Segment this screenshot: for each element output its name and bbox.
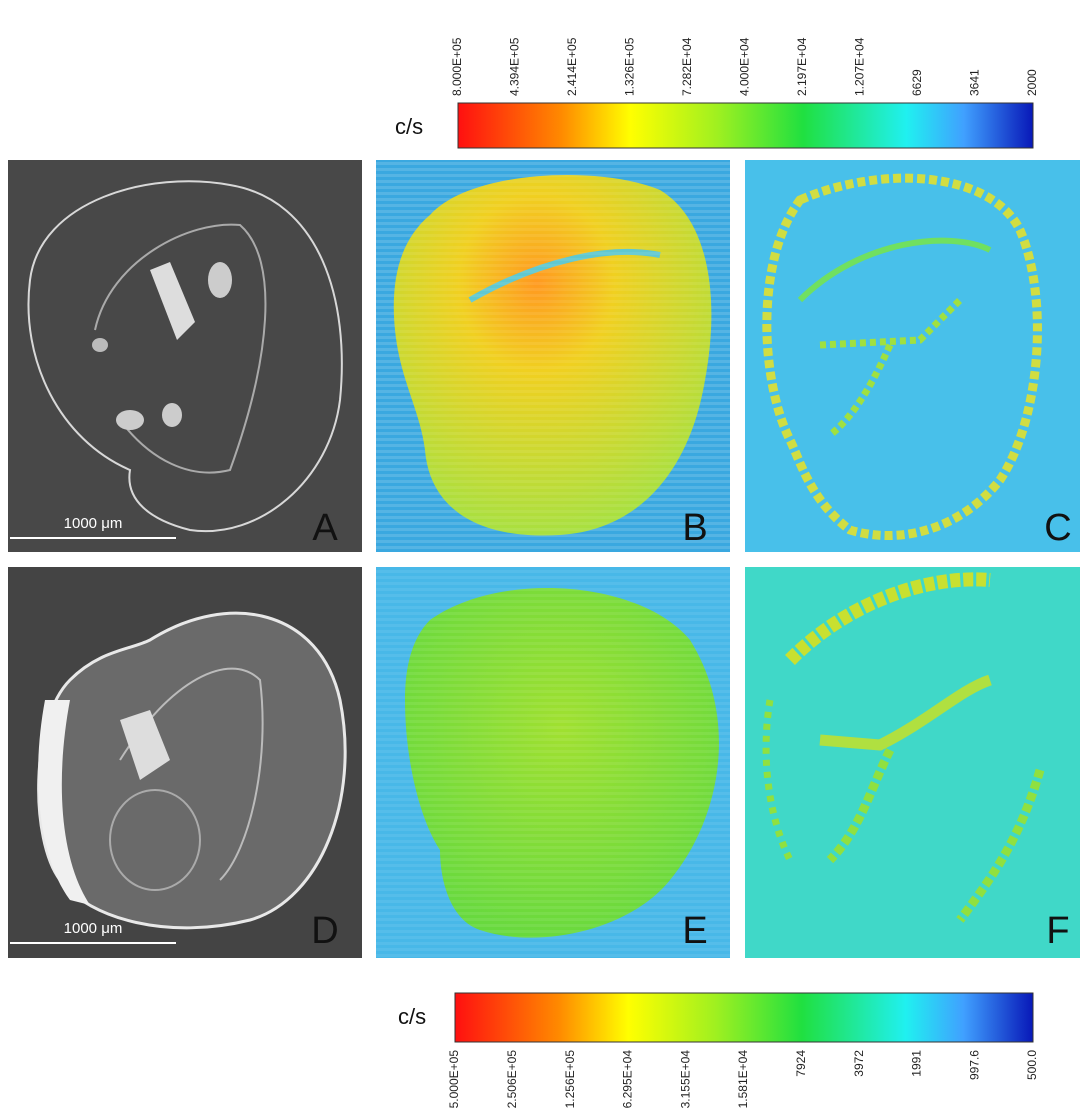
colorbar-tick-label: 3.155E+04 (678, 1050, 692, 1109)
panel-label: B (682, 507, 707, 549)
panel-f: F (745, 567, 1080, 958)
colorbar-tick-label: 4.000E+04 (738, 37, 752, 96)
panel-c: C (745, 160, 1080, 552)
panel-e: E (376, 567, 730, 958)
colorbar-tick-label: 2.414E+05 (565, 37, 579, 96)
colorbar-tick-label: 8.000E+05 (450, 37, 464, 96)
page: {"colorbars": [ {"unit": "c/s", "ticks":… (0, 0, 1084, 1113)
colorbar-tick-label: 1.581E+04 (736, 1050, 750, 1109)
panel-a: 1000 μm A (8, 160, 362, 552)
colorbar-tick-label: 2000 (1025, 69, 1039, 96)
figure: c/s c/s 1000 μm A B C (0, 0, 1084, 1113)
panel-label: C (1044, 507, 1071, 549)
colorbar-tick-label: 1.207E+04 (853, 37, 867, 96)
colorbar-tick-label: 2.506E+05 (505, 1050, 519, 1109)
colorbar-tick-label: 7.282E+04 (680, 37, 694, 96)
colorbar-tick-label: 2.197E+04 (795, 37, 809, 96)
scale-bar-label: 1000 μm (64, 920, 123, 937)
colorbar-tick-label: 3641 (968, 69, 982, 96)
scale-bar-label: 1000 μm (64, 515, 123, 532)
colorbar-tick-label: 1.326E+05 (623, 37, 637, 96)
panel-label: F (1046, 910, 1069, 952)
colorbar-tick-label: 1991 (910, 1050, 924, 1077)
colorbar-tick-label: 6629 (910, 69, 924, 96)
colorbar-unit: c/s (398, 1004, 426, 1029)
colorbar-tick-label: 6.295E+04 (621, 1050, 635, 1109)
colorbar-tick-label: 500.0 (1025, 1050, 1039, 1080)
colorbar (455, 993, 1033, 1042)
panel-d: 1000 μm D (8, 567, 362, 958)
panel-b: B (376, 160, 730, 552)
panel-label: A (312, 507, 338, 549)
colorbar-tick-label: 1.256E+05 (563, 1050, 577, 1109)
panel-label: E (682, 910, 707, 952)
colorbar-tick-label: 997.6 (967, 1050, 981, 1080)
colorbar-tick-label: 3972 (852, 1050, 866, 1077)
colorbar-tick-label: 5.000E+05 (447, 1050, 461, 1109)
colorbar-tick-label: 4.394E+05 (508, 37, 522, 96)
colorbar (458, 103, 1033, 148)
colorbar-tick-label: 7924 (794, 1050, 808, 1077)
panel-label: D (311, 910, 338, 952)
colorbar-unit: c/s (395, 114, 423, 139)
